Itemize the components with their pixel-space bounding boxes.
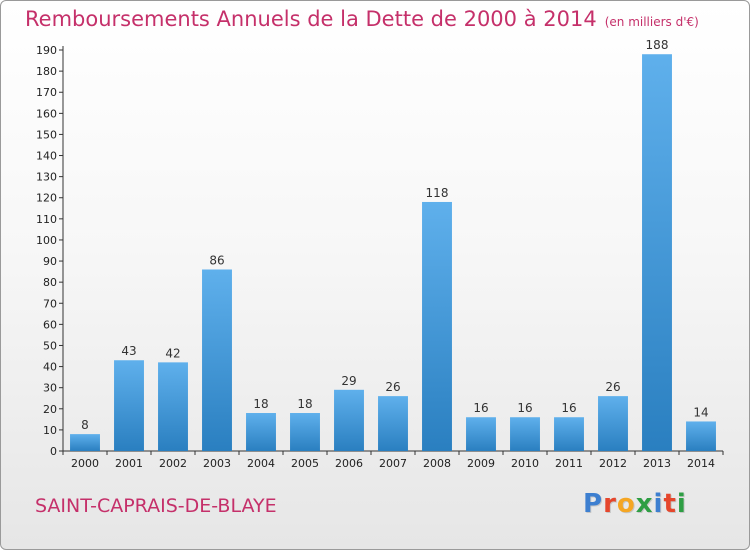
bar-2013 (642, 54, 672, 451)
proxiti-logo: Proxiti (583, 489, 687, 519)
y-tick-label: 120 (36, 192, 57, 205)
y-tick-label: 60 (43, 318, 57, 331)
bar-2004 (246, 413, 276, 451)
y-tick-label: 140 (36, 150, 57, 163)
y-tick-label: 180 (36, 65, 57, 78)
bar-value-label: 86 (209, 253, 224, 267)
y-tick-label: 20 (43, 403, 57, 416)
logo-letter: x (635, 489, 654, 519)
y-tick-label: 100 (36, 234, 57, 247)
y-tick-label: 150 (36, 128, 57, 141)
bar-value-label: 118 (426, 186, 449, 200)
y-axis: 0 10 20 30 40 50 60 70 80 90 100 110 120 130 140 150 160… (36, 44, 64, 458)
y-tick-label: 190 (36, 44, 57, 57)
y-tick-label: 70 (43, 297, 57, 310)
bar-value-label: 29 (341, 374, 356, 388)
bar-2002 (158, 362, 188, 451)
chart-title: Remboursements Annuels de la Dette de 20… (25, 7, 699, 31)
bar-value-label: 26 (385, 380, 400, 394)
logo-letter: r (603, 489, 617, 519)
y-tick-label: 10 (43, 424, 57, 437)
bar-2006 (334, 389, 364, 451)
logo-letter: i (653, 489, 664, 519)
bar-2014 (686, 421, 716, 451)
bar-value-label: 18 (253, 397, 268, 411)
bar-value-label: 42 (165, 346, 180, 360)
logo-letter: P (583, 489, 604, 519)
bar-2003 (202, 269, 232, 451)
bar-value-label: 188 (646, 38, 669, 52)
bar-2012 (598, 396, 628, 451)
bar-2009 (466, 417, 496, 451)
commune-name: SAINT-CAPRAIS-DE-BLAYE (35, 495, 277, 517)
x-tick-label: 2002 (159, 457, 187, 470)
x-tick-label: 2009 (467, 457, 495, 470)
bar-value-label: 16 (561, 401, 576, 415)
y-tick-label: 50 (43, 339, 57, 352)
chart-title-text: Remboursements Annuels de la Dette de 20… (25, 7, 597, 31)
x-tick-label: 2000 (71, 457, 99, 470)
bar-value-label: 16 (517, 401, 532, 415)
x-tick-label: 2008 (423, 457, 451, 470)
y-tick-label: 160 (36, 107, 57, 120)
x-tick-label: 2013 (643, 457, 671, 470)
bar-value-label: 26 (605, 380, 620, 394)
x-tick-label: 2006 (335, 457, 363, 470)
logo-letter: i (676, 489, 687, 519)
bars: 8 43 42 86 18 18 29 26 118 16 16 16 26 188 14 (70, 38, 716, 451)
y-tick-label: 90 (43, 255, 57, 268)
x-tick-label: 2005 (291, 457, 319, 470)
bar-value-label: 14 (693, 405, 708, 419)
bar-2010 (510, 417, 540, 451)
bar-2007 (378, 396, 408, 451)
y-tick-label: 40 (43, 361, 57, 374)
logo-letter: o (616, 489, 636, 519)
x-tick-label: 2014 (687, 457, 715, 470)
bar-value-label: 8 (81, 418, 89, 432)
x-tick-label: 2004 (247, 457, 275, 470)
y-tick-label: 130 (36, 171, 57, 184)
x-tick-label: 2001 (115, 457, 143, 470)
y-tick-label: 30 (43, 382, 57, 395)
x-tick-label: 2011 (555, 457, 583, 470)
logo-letter: t (663, 489, 677, 519)
chart-unit: (en milliers d'€) (604, 15, 699, 29)
bar-2005 (290, 413, 320, 451)
bar-2008 (422, 201, 452, 451)
bar-value-label: 43 (121, 344, 136, 358)
bar-value-label: 18 (297, 397, 312, 411)
bar-2011 (554, 417, 584, 451)
bar-value-label: 16 (473, 401, 488, 415)
y-tick-label: 110 (36, 213, 57, 226)
bar-2001 (114, 360, 144, 451)
y-tick-label: 170 (36, 86, 57, 99)
y-tick-label: 80 (43, 276, 57, 289)
x-tick-label: 2010 (511, 457, 539, 470)
y-tick-label: 0 (50, 445, 57, 458)
x-axis: 2000 2001 2002 2003 2004 2005 2006 2007 2008 2009… (62, 450, 724, 470)
bar-2000 (70, 434, 100, 451)
x-tick-label: 2003 (203, 457, 231, 470)
x-tick-label: 2012 (599, 457, 627, 470)
x-tick-label: 2007 (379, 457, 407, 470)
